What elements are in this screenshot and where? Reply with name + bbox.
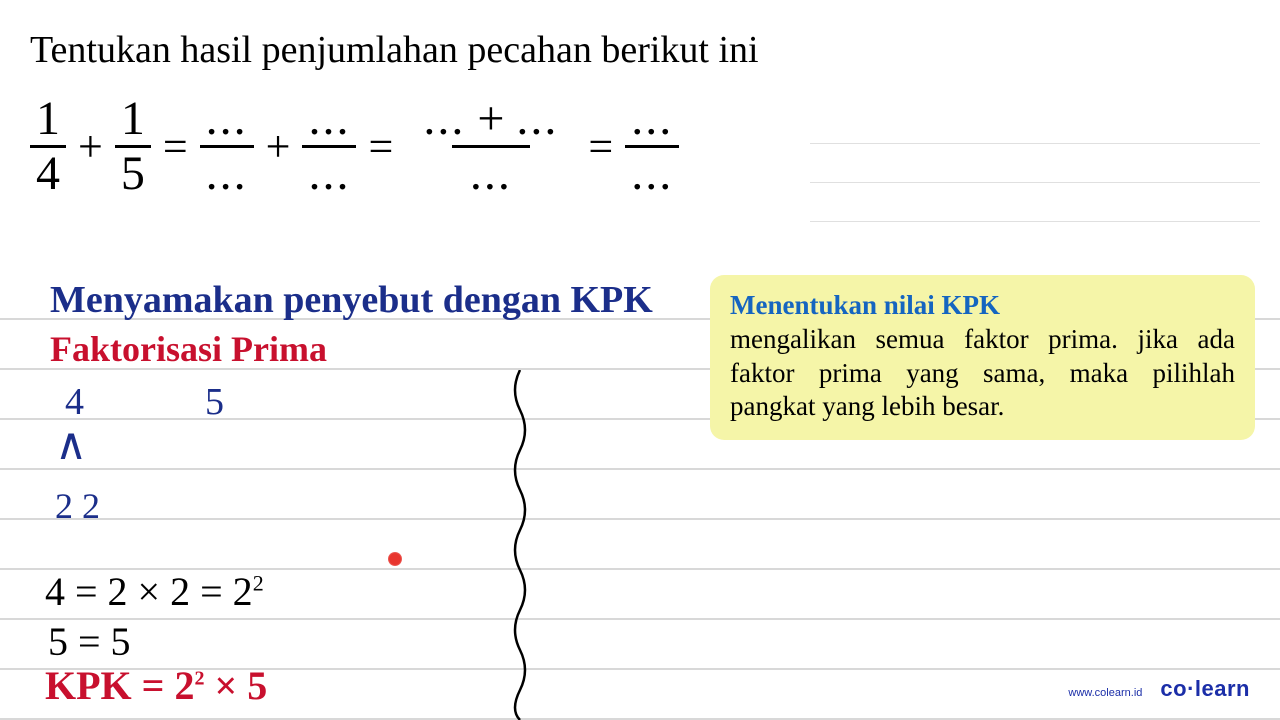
blank-num: ... xyxy=(302,95,356,145)
side-ruled-lines xyxy=(810,105,1260,255)
blank-den: ... xyxy=(625,145,679,198)
hint-callout: Menentukan nilai KPK mengalikan semua fa… xyxy=(710,275,1255,440)
equals-op: = xyxy=(155,121,196,172)
equals-op-3: = xyxy=(580,121,621,172)
fraction-sum-blank: ... + ... ... xyxy=(405,95,576,198)
work-eq-4: 4 = 2 × 2 = 22 xyxy=(45,568,264,615)
work-line-2: Faktorisasi Prima xyxy=(50,328,327,370)
brand-logo: co·learn xyxy=(1160,676,1250,702)
factor-tree-caret: ∧ xyxy=(55,430,87,461)
footer: www.colearn.id co·learn xyxy=(1068,676,1250,702)
work-line-1: Menyamakan penyebut dengan KPK xyxy=(50,278,653,322)
work-number-4: 4 xyxy=(65,380,84,424)
work-eq-5: 5 = 5 xyxy=(48,618,131,665)
page-title: Tentukan hasil penjumlahan pecahan berik… xyxy=(30,28,759,72)
blank-sum-num: ... + ... xyxy=(405,95,576,145)
blank-den: ... xyxy=(200,145,254,198)
fraction-1: 1 4 xyxy=(30,95,66,198)
work-number-5: 5 xyxy=(205,380,224,424)
equation: 1 4 + 1 5 = ... ... + ... ... = ... + ..… xyxy=(30,95,679,198)
vertical-squiggle-divider xyxy=(505,370,535,720)
laser-pointer-icon xyxy=(388,552,402,566)
fraction-1-num: 1 xyxy=(30,95,66,145)
fraction-blank-2: ... ... xyxy=(302,95,356,198)
fraction-blank-1: ... ... xyxy=(200,95,254,198)
blank-den: ... xyxy=(302,145,356,198)
fraction-2: 1 5 xyxy=(115,95,151,198)
blank-num: ... xyxy=(625,95,679,145)
fraction-2-num: 1 xyxy=(115,95,151,145)
callout-body: mengalikan semua faktor prima. jika ada … xyxy=(730,324,1235,422)
fraction-result-blank: ... ... xyxy=(625,95,679,198)
fraction-1-den: 4 xyxy=(30,145,66,198)
blank-num: ... xyxy=(200,95,254,145)
work-kpk: KPK = 22 × 5 xyxy=(45,662,267,709)
plus-op: + xyxy=(70,121,111,172)
callout-title: Menentukan nilai KPK xyxy=(730,290,1000,320)
factor-tree-leaves: 2 2 xyxy=(55,485,100,527)
footer-url: www.colearn.id xyxy=(1068,687,1142,699)
equals-op-2: = xyxy=(360,121,401,172)
plus-op-2: + xyxy=(258,121,299,172)
fraction-2-den: 5 xyxy=(115,145,151,198)
blank-sum-den: ... xyxy=(452,145,530,198)
